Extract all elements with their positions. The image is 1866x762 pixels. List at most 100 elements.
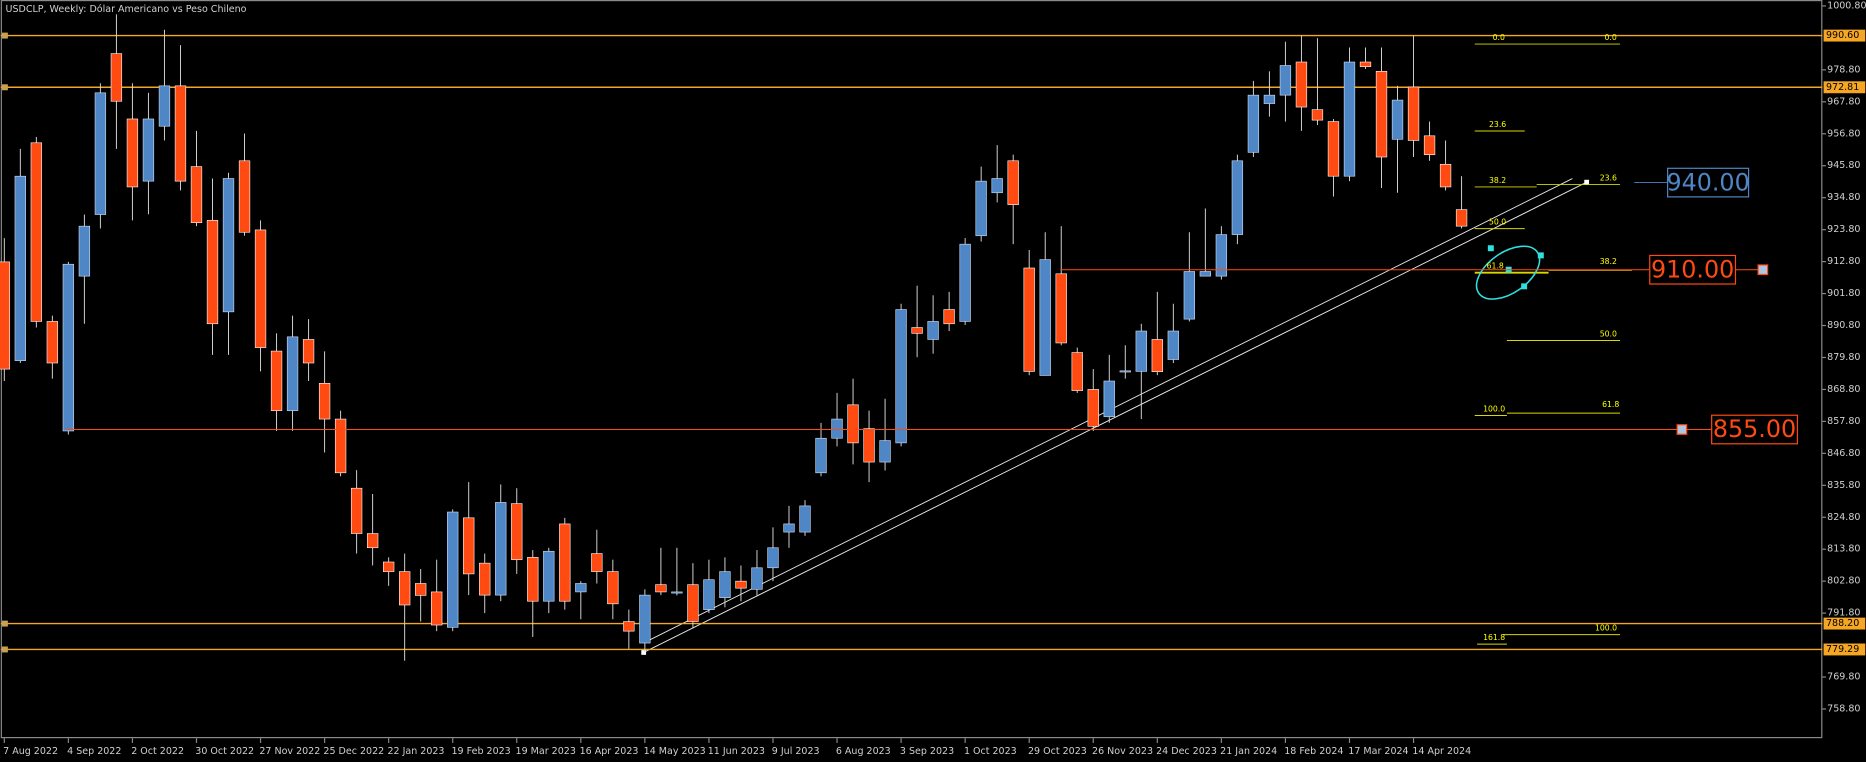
- y-tick-label: 769.80: [1827, 672, 1860, 683]
- fib-label: 50.0: [1489, 218, 1506, 227]
- candle-body: [78, 225, 91, 277]
- x-tick-label: 14 May 2023: [644, 746, 706, 757]
- candle-body: [1343, 61, 1356, 177]
- candle-body: [431, 591, 443, 626]
- candle-body: [623, 621, 635, 632]
- fib-label: 0.0: [1493, 33, 1505, 42]
- candle-body: [719, 571, 731, 599]
- trend-line: [643, 181, 1587, 653]
- candle-body: [767, 547, 779, 569]
- candle-body: [1247, 94, 1260, 153]
- candle-body: [559, 523, 571, 602]
- candle-body: [543, 550, 555, 602]
- candle-body: [302, 339, 315, 364]
- fib-label: 23.6: [1600, 174, 1617, 183]
- candle-body: [1055, 273, 1067, 344]
- y-tick-label: 956.80: [1827, 128, 1860, 139]
- candle-body: [655, 584, 667, 593]
- x-tick-label: 2 Oct 2022: [131, 746, 184, 757]
- x-tick-label: 4 Sep 2022: [67, 746, 121, 757]
- y-tick-label: 912.80: [1827, 256, 1860, 267]
- candle-body: [254, 229, 267, 348]
- price-label: 940.00: [1666, 168, 1749, 196]
- candle-body: [1199, 271, 1212, 277]
- x-tick-label: 18 Feb 2024: [1284, 746, 1343, 757]
- fib-label: 161.8: [1483, 633, 1505, 642]
- candle-body: [831, 418, 843, 439]
- y-tick-label: 802.80: [1827, 576, 1860, 587]
- fib-label: 61.8: [1487, 262, 1504, 271]
- candle-body: [46, 321, 59, 364]
- candle-body: [575, 583, 587, 593]
- candle-body: [751, 567, 763, 590]
- candle-body: [1151, 339, 1163, 373]
- candle-body: [14, 175, 26, 361]
- candle-body: [847, 404, 859, 444]
- level-label: 779.29: [1826, 644, 1859, 655]
- candle-body: [30, 142, 42, 322]
- candle-body: [911, 327, 923, 334]
- candle-body: [639, 594, 651, 644]
- y-tick-label: 901.80: [1827, 288, 1860, 299]
- trend-handle: [1584, 179, 1590, 185]
- level-label: 990.60: [1826, 30, 1859, 41]
- x-tick-label: 26 Nov 2023: [1092, 746, 1153, 757]
- candle-body: [495, 502, 507, 596]
- ellipse-handle: [1521, 283, 1528, 290]
- fib-lines: [1474, 43, 1632, 645]
- fib-label: 23.6: [1489, 120, 1506, 129]
- candle-body: [382, 561, 395, 572]
- candle-body: [1007, 160, 1019, 205]
- y-tick-label: 846.80: [1827, 448, 1860, 459]
- candle-body: [943, 309, 955, 325]
- level-handle: [1, 646, 8, 653]
- fib-label: 100.0: [1483, 405, 1505, 414]
- fib-label: 50.0: [1600, 330, 1617, 339]
- level-label-box: [1823, 617, 1866, 630]
- candle-body: [126, 118, 139, 188]
- price-handle: [1676, 424, 1688, 435]
- candle-body: [94, 92, 107, 215]
- y-tick-label: 791.80: [1827, 608, 1860, 619]
- candle-body: [1071, 352, 1083, 391]
- candle-body: [1183, 271, 1195, 320]
- y-tick-label: 824.80: [1827, 512, 1860, 523]
- candle-body: [1455, 209, 1468, 227]
- x-tick-label: 27 Nov 2022: [259, 746, 320, 757]
- price-handle: [1757, 264, 1769, 276]
- candle-body: [607, 571, 619, 605]
- highlight-ellipse: [1475, 245, 1541, 300]
- y-tick-label: 1000.80: [1827, 0, 1866, 11]
- price-box: [1711, 414, 1798, 445]
- candle-body: [62, 263, 75, 432]
- candle-body: [1231, 160, 1244, 235]
- candles: [0, 14, 1468, 661]
- candle-body: [511, 503, 523, 560]
- x-tick-label: 22 Jan 2023: [387, 746, 444, 757]
- candle-body: [415, 583, 427, 596]
- candle-body: [703, 579, 715, 610]
- candle-body: [1023, 267, 1035, 372]
- candle-body: [206, 220, 219, 325]
- candle-body: [895, 309, 907, 444]
- x-tick-label: 19 Feb 2023: [452, 746, 511, 757]
- x-tick-label: 30 Oct 2022: [195, 746, 254, 757]
- x-tick-label: 24 Dec 2023: [1156, 746, 1217, 757]
- candle-body: [366, 533, 379, 549]
- candle-body: [318, 383, 331, 420]
- candle-body: [1359, 61, 1372, 67]
- candle-body: [863, 428, 875, 463]
- candle-body: [0, 261, 10, 370]
- fib-label: 0.0: [1605, 33, 1617, 42]
- level-handle: [1, 32, 8, 39]
- x-tick-label: 16 Apr 2023: [580, 746, 639, 757]
- candle-body: [687, 584, 699, 622]
- y-tick-label: 967.80: [1827, 96, 1860, 107]
- price-label: 855.00: [1713, 415, 1796, 443]
- trend-handle: [641, 650, 647, 655]
- candle-body: [158, 85, 171, 127]
- x-tick-label: 9 Jul 2023: [772, 746, 820, 757]
- candle-body: [1039, 259, 1051, 376]
- y-tick-label: 934.80: [1827, 192, 1860, 203]
